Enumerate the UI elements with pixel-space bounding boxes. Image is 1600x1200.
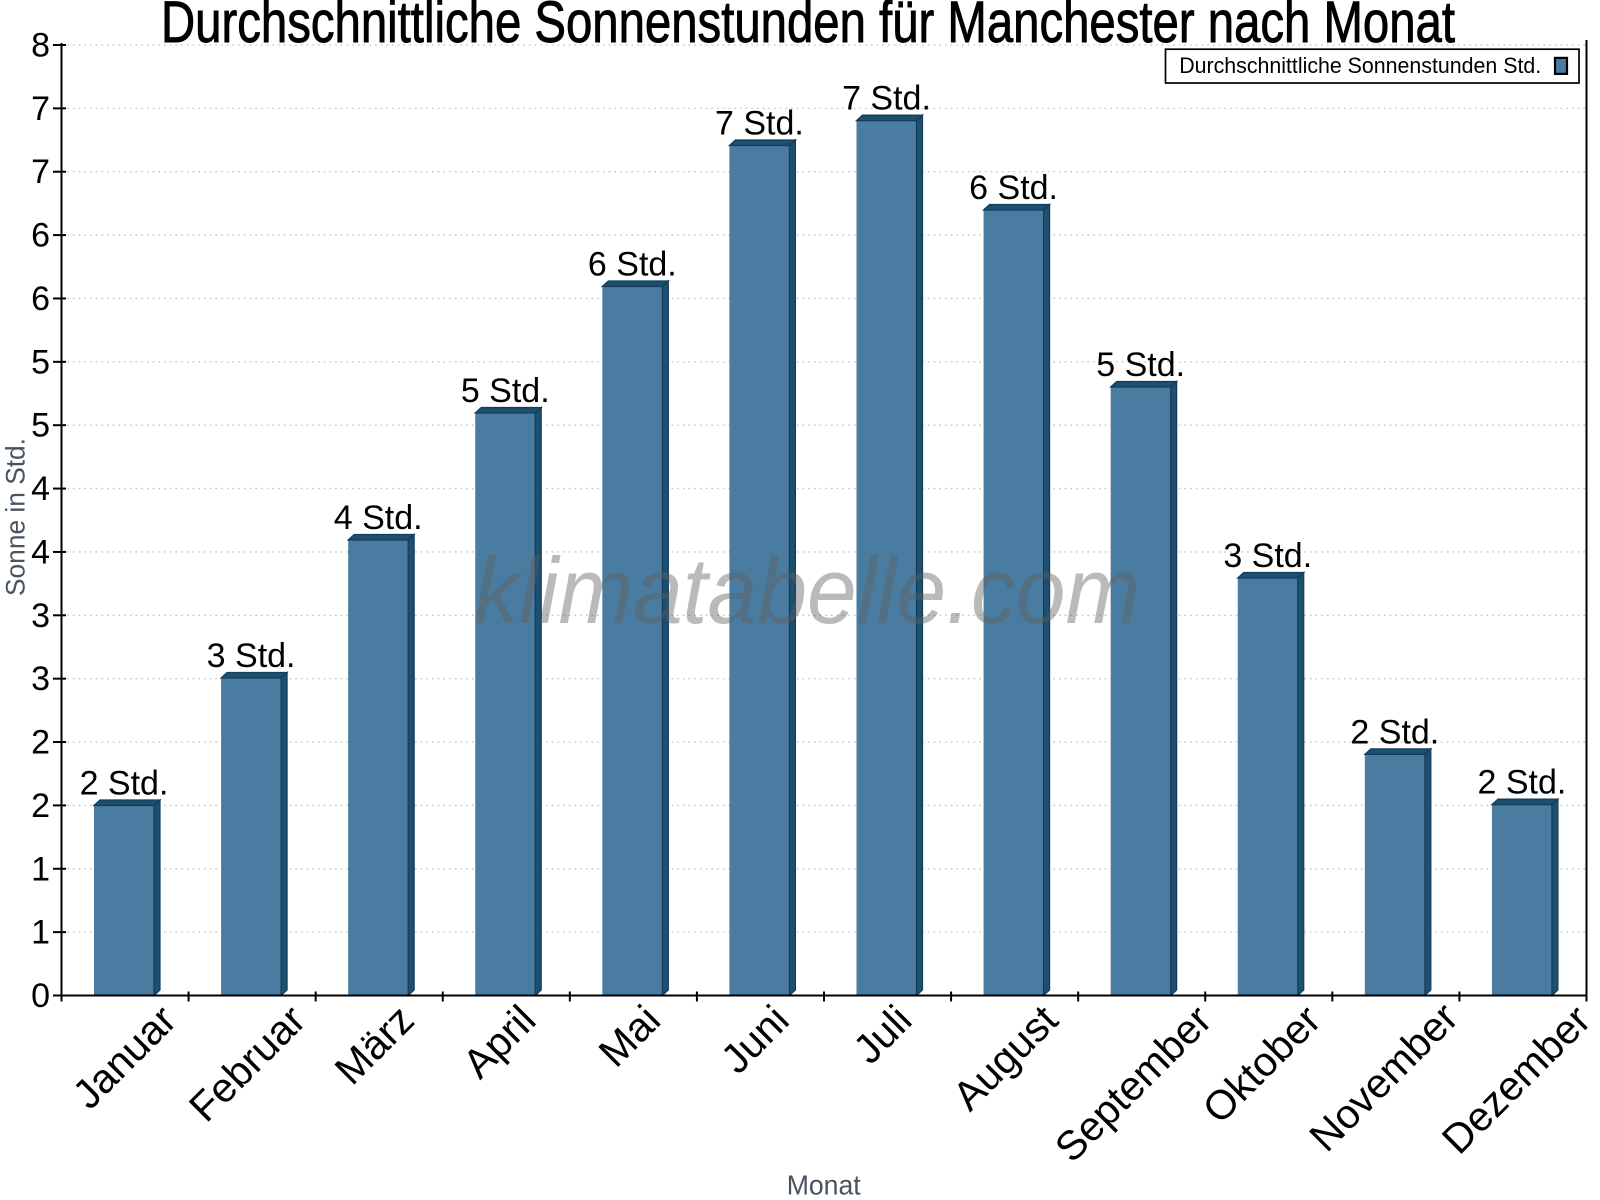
- svg-text:4: 4: [31, 470, 50, 508]
- svg-text:6 Std.: 6 Std.: [969, 169, 1058, 207]
- svg-text:7 Std.: 7 Std.: [842, 80, 931, 118]
- svg-text:3: 3: [31, 660, 50, 698]
- svg-text:5: 5: [31, 343, 50, 381]
- svg-text:2 Std.: 2 Std.: [1477, 764, 1566, 802]
- svg-text:2: 2: [31, 724, 50, 762]
- svg-text:2 Std.: 2 Std.: [1350, 713, 1439, 751]
- svg-text:Durchschnittliche Sonnenstunde: Durchschnittliche Sonnenstunden Std.: [1179, 53, 1541, 78]
- svg-text:7: 7: [31, 90, 50, 128]
- svg-text:1: 1: [31, 850, 50, 888]
- svg-text:7: 7: [31, 153, 50, 191]
- svg-text:5 Std.: 5 Std.: [1096, 346, 1185, 384]
- svg-text:2: 2: [31, 787, 50, 825]
- svg-text:4: 4: [31, 533, 50, 571]
- svg-text:7 Std.: 7 Std.: [715, 105, 804, 143]
- svg-text:Durchschnittliche Sonnenstunde: Durchschnittliche Sonnenstunden für Manc…: [161, 0, 1455, 55]
- svg-text:2 Std.: 2 Std.: [80, 765, 169, 803]
- svg-text:1: 1: [31, 914, 50, 952]
- svg-text:6: 6: [31, 217, 50, 255]
- svg-text:Monat: Monat: [787, 1169, 861, 1200]
- svg-text:0: 0: [31, 977, 50, 1015]
- svg-text:3 Std.: 3 Std.: [1223, 537, 1312, 575]
- svg-text:3 Std.: 3 Std.: [207, 637, 296, 675]
- svg-text:8: 8: [31, 27, 50, 65]
- svg-text:6 Std.: 6 Std.: [588, 246, 677, 284]
- svg-text:Sonne in Std.: Sonne in Std.: [1, 438, 31, 596]
- svg-text:6: 6: [31, 280, 50, 318]
- svg-text:5: 5: [31, 407, 50, 445]
- svg-text:3: 3: [31, 597, 50, 635]
- svg-text:5 Std.: 5 Std.: [461, 372, 550, 410]
- svg-text:4 Std.: 4 Std.: [334, 499, 423, 537]
- svg-text:klimatabelle.com: klimatabelle.com: [474, 538, 1140, 643]
